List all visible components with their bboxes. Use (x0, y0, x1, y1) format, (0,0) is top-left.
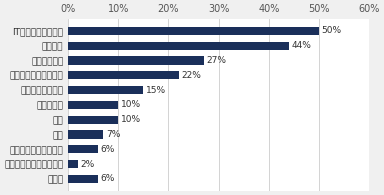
Text: 10%: 10% (121, 115, 141, 124)
Bar (68, 145, 98, 153)
Text: 44%: 44% (291, 41, 311, 50)
Text: 27%: 27% (206, 56, 226, 65)
Bar (68, 86, 143, 94)
Bar (68, 71, 179, 79)
Text: 15%: 15% (146, 86, 166, 95)
Bar (68, 42, 289, 50)
Text: 2%: 2% (81, 160, 95, 169)
Bar (68, 160, 78, 168)
Text: 10%: 10% (121, 100, 141, 109)
Text: 6%: 6% (101, 145, 115, 154)
Bar (68, 130, 103, 139)
Bar (68, 27, 319, 35)
Text: 6%: 6% (101, 175, 115, 183)
Bar (68, 56, 204, 65)
Text: 7%: 7% (106, 130, 120, 139)
Text: 50%: 50% (321, 26, 342, 35)
Text: 22%: 22% (181, 71, 201, 80)
Bar (68, 175, 98, 183)
Bar (68, 101, 118, 109)
Bar (68, 116, 118, 124)
